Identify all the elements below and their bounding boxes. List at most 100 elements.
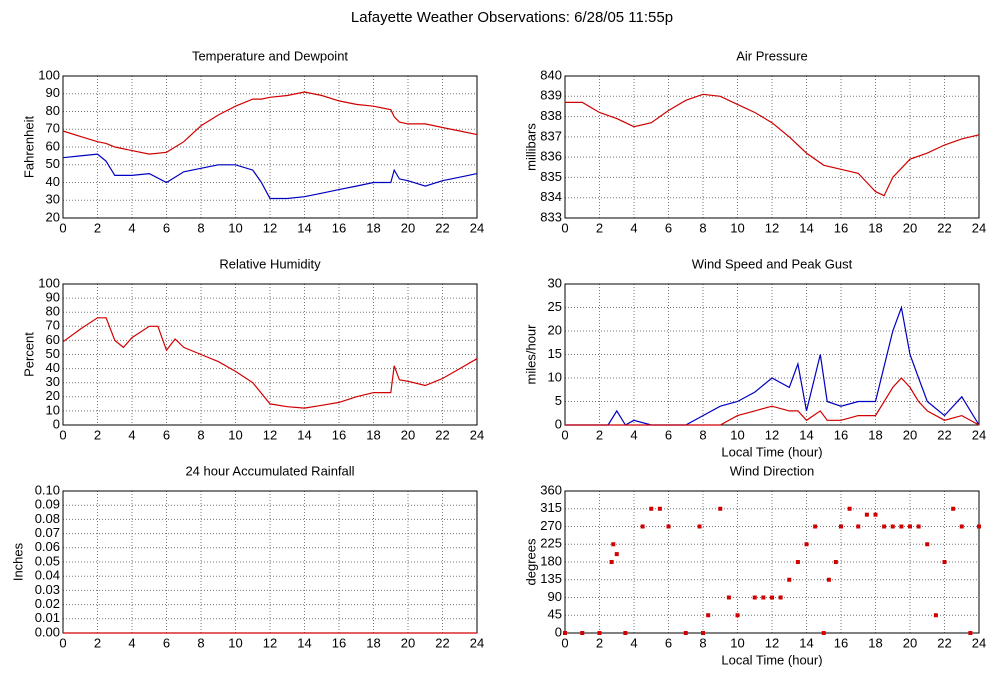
x-tick-label: 24 — [470, 635, 484, 650]
x-tick-label: 12 — [765, 427, 779, 442]
chart-title: Relative Humidity — [219, 256, 321, 271]
y-tick-label: 0 — [53, 416, 60, 431]
x-tick-label: 20 — [903, 635, 917, 650]
data-point — [882, 524, 887, 529]
data-point — [697, 524, 702, 529]
data-point — [609, 560, 614, 564]
data-point — [701, 631, 705, 635]
x-tick-label: 18 — [366, 220, 380, 235]
y-tick-label: 20 — [46, 388, 60, 403]
x-tick-label: 24 — [972, 427, 986, 442]
chart-title: 24 hour Accumulated Rainfall — [185, 463, 354, 478]
x-tick-label: 16 — [834, 427, 848, 442]
x-tick-label: 2 — [596, 427, 603, 442]
x-tick-label: 24 — [972, 220, 986, 235]
data-point — [640, 524, 645, 529]
y-tick-label: 0.09 — [35, 497, 60, 512]
x-tick-label: 12 — [263, 635, 277, 650]
y-tick-label: 40 — [46, 360, 60, 375]
data-point — [611, 542, 616, 547]
y-tick-label: 25 — [548, 299, 562, 314]
data-point — [597, 631, 602, 635]
x-tick-label: 4 — [128, 427, 135, 442]
x-tick-label: 16 — [332, 635, 346, 650]
y-tick-label: 15 — [548, 346, 562, 361]
y-tick-label: 836 — [540, 149, 562, 164]
y-tick-label: 10 — [46, 402, 60, 417]
x-tick-label: 22 — [435, 220, 449, 235]
y-tick-label: 360 — [540, 482, 562, 497]
data-point — [873, 512, 878, 517]
x-tick-label: 4 — [128, 220, 135, 235]
x-tick-label: 18 — [868, 220, 882, 235]
data-point — [925, 542, 930, 547]
x-tick-label: 24 — [470, 427, 484, 442]
x-tick-label: 6 — [163, 427, 170, 442]
data-point — [933, 613, 938, 618]
y-tick-label: 90 — [548, 589, 562, 604]
x-tick-label: 4 — [630, 427, 637, 442]
x-tick-label: 8 — [197, 635, 204, 650]
x-tick-label: 14 — [799, 220, 813, 235]
x-tick-label: 24 — [470, 220, 484, 235]
y-tick-label: 5 — [555, 393, 562, 408]
data-point — [614, 552, 619, 557]
x-tick-label: 4 — [630, 635, 637, 650]
data-point — [916, 524, 921, 529]
x-tick-label: 18 — [366, 635, 380, 650]
data-point — [951, 506, 956, 511]
x-tick-label: 10 — [228, 427, 242, 442]
y-tick-label: 838 — [540, 108, 562, 123]
x-tick-label: 8 — [699, 427, 706, 442]
y-tick-label: 30 — [46, 192, 60, 207]
data-point — [826, 577, 831, 582]
x-tick-label: 0 — [561, 427, 568, 442]
x-tick-label: 4 — [128, 635, 135, 650]
y-tick-label: 45 — [548, 607, 562, 622]
data-point — [623, 631, 628, 635]
data-point — [706, 613, 711, 618]
data-point — [657, 506, 662, 511]
y-axis-label: miles/hour — [523, 324, 538, 385]
x-tick-label: 6 — [665, 427, 672, 442]
y-tick-label: 839 — [540, 88, 562, 103]
x-tick-label: 16 — [332, 427, 346, 442]
y-tick-label: 180 — [540, 553, 562, 568]
x-tick-label: 8 — [699, 635, 706, 650]
x-axis-label: Local Time (hour) — [721, 652, 822, 667]
y-tick-label: 225 — [540, 536, 562, 551]
data-point — [821, 631, 826, 635]
data-point — [580, 631, 585, 635]
x-tick-label: 10 — [730, 220, 744, 235]
data-point — [804, 542, 809, 547]
x-tick-label: 2 — [596, 635, 603, 650]
chart-title: Temperature and Dewpoint — [192, 48, 348, 63]
y-tick-label: 0.08 — [35, 511, 60, 526]
x-tick-label: 10 — [730, 427, 744, 442]
y-tick-label: 90 — [46, 85, 60, 100]
data-point — [977, 524, 981, 529]
data-line — [565, 93, 980, 197]
y-tick-label: 0.02 — [35, 596, 60, 611]
x-tick-label: 22 — [435, 427, 449, 442]
chart-title: Air Pressure — [736, 48, 808, 63]
x-tick-label: 0 — [59, 427, 66, 442]
x-tick-label: 16 — [332, 220, 346, 235]
x-tick-label: 0 — [561, 220, 568, 235]
y-tick-label: 10 — [548, 369, 562, 384]
data-point — [666, 524, 671, 529]
y-tick-label: 833 — [540, 209, 562, 224]
y-axis-label: degrees — [523, 538, 538, 585]
y-tick-label: 834 — [540, 189, 562, 204]
data-point — [968, 631, 973, 635]
plot-frame — [62, 283, 478, 426]
y-tick-label: 270 — [540, 518, 562, 533]
data-point — [813, 524, 818, 529]
y-tick-label: 0.05 — [35, 553, 60, 568]
data-point — [761, 595, 766, 600]
y-tick-label: 50 — [46, 156, 60, 171]
data-line — [565, 305, 980, 426]
x-tick-label: 6 — [163, 220, 170, 235]
y-tick-label: 80 — [46, 103, 60, 118]
